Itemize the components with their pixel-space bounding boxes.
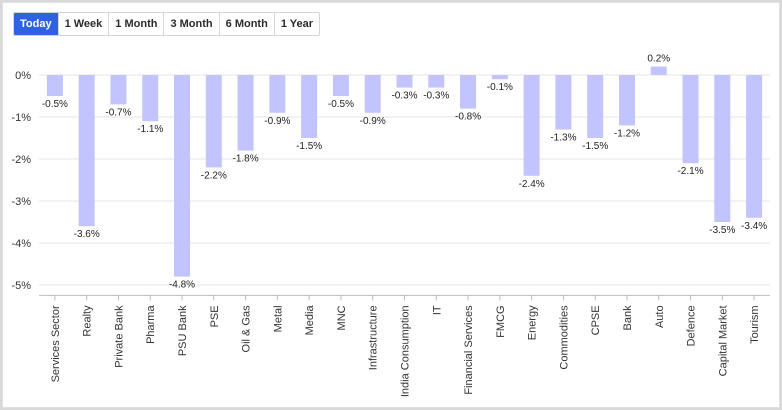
data-label: -0.7% [105, 107, 131, 118]
tab-3-month[interactable]: 3 Month [164, 13, 220, 35]
tab-1-year[interactable]: 1 Year [274, 13, 320, 35]
bar[interactable] [523, 75, 540, 176]
bar[interactable] [46, 75, 63, 96]
x-tick-label: Auto [654, 305, 666, 328]
x-tick-label: Energy [527, 305, 539, 340]
x-tick-label: Commodities [558, 305, 570, 370]
x-tick-label: Services Sector [50, 305, 62, 382]
bar[interactable] [269, 75, 286, 113]
bar[interactable] [618, 75, 635, 126]
bar[interactable] [650, 66, 667, 75]
x-tick-label: Realty [82, 305, 94, 337]
x-tick-label: IT [431, 305, 443, 315]
data-label: -0.3% [391, 91, 417, 102]
bar[interactable] [491, 75, 508, 80]
x-tick-label: Oil & Gas [241, 305, 253, 353]
x-tick-label: PSU Bank [177, 305, 189, 356]
bar[interactable] [332, 75, 349, 96]
bar[interactable] [301, 75, 318, 138]
x-tick-label: Metal [272, 305, 284, 332]
bar[interactable] [110, 75, 127, 105]
tab-1-week[interactable]: 1 Week [58, 13, 110, 35]
x-tick-label: MNC [336, 305, 348, 330]
data-label: -2.1% [677, 166, 703, 177]
bar[interactable] [428, 75, 445, 88]
x-tick-label: Media [304, 305, 316, 336]
bar[interactable] [587, 75, 604, 138]
data-label: -3.6% [74, 229, 100, 240]
data-label: -0.1% [487, 82, 513, 93]
x-tick-label: Infrastructure [368, 305, 380, 370]
data-label: -4.8% [169, 280, 195, 291]
data-label: -0.5% [42, 99, 68, 110]
data-label: -1.8% [233, 154, 259, 165]
bar[interactable] [78, 75, 95, 227]
data-label: -0.3% [423, 91, 449, 102]
tab-6-month[interactable]: 6 Month [219, 13, 275, 35]
data-label: -2.2% [201, 170, 227, 181]
bar[interactable] [364, 75, 381, 113]
y-tick-label: -3% [11, 196, 31, 208]
bar[interactable] [460, 75, 477, 109]
y-tick-label: -4% [11, 238, 31, 250]
bar[interactable] [396, 75, 413, 88]
x-tick-label: Bank [622, 305, 634, 331]
data-label: -1.5% [296, 141, 322, 152]
data-label: -2.4% [519, 179, 545, 190]
x-tick-label: Pharma [145, 305, 157, 344]
tab-1-month[interactable]: 1 Month [109, 13, 165, 35]
bar[interactable] [682, 75, 699, 164]
bar[interactable] [237, 75, 254, 151]
tab-today[interactable]: Today [14, 13, 59, 35]
y-tick-label: -5% [11, 280, 31, 292]
data-label: -1.2% [614, 128, 640, 139]
x-tick-label: Tourism [749, 305, 761, 344]
data-label: -0.5% [328, 99, 354, 110]
x-tick-label: Financial Services [463, 305, 475, 395]
data-label: -3.5% [709, 225, 735, 236]
data-label: -1.5% [582, 141, 608, 152]
x-tick-label: PSE [209, 305, 221, 327]
x-tick-label: Capital Market [717, 305, 729, 376]
y-tick-label: -2% [11, 154, 31, 166]
data-label: -3.4% [741, 221, 767, 232]
period-tabs: Today 1 Week 1 Month 3 Month 6 Month 1 Y… [13, 12, 321, 36]
data-label: -1.1% [137, 124, 163, 135]
x-tick-label: India Consumption [400, 305, 412, 397]
x-tick-label: FMCG [495, 305, 507, 337]
data-label: -0.8% [455, 112, 481, 123]
bar[interactable] [174, 75, 191, 277]
bar[interactable] [205, 75, 222, 168]
data-label: -0.9% [360, 116, 386, 127]
y-tick-label: 0% [15, 70, 31, 82]
y-tick-label: -1% [11, 112, 31, 124]
data-label: 0.2% [647, 54, 670, 65]
x-tick-label: Private Bank [113, 305, 125, 368]
data-label: -1.3% [550, 133, 576, 144]
x-tick-label: Defence [686, 305, 698, 346]
bar[interactable] [555, 75, 572, 130]
bar[interactable] [746, 75, 763, 218]
bar[interactable] [714, 75, 731, 222]
data-label: -0.9% [264, 116, 290, 127]
bar[interactable] [142, 75, 159, 122]
x-tick-label: CPSE [590, 305, 602, 335]
